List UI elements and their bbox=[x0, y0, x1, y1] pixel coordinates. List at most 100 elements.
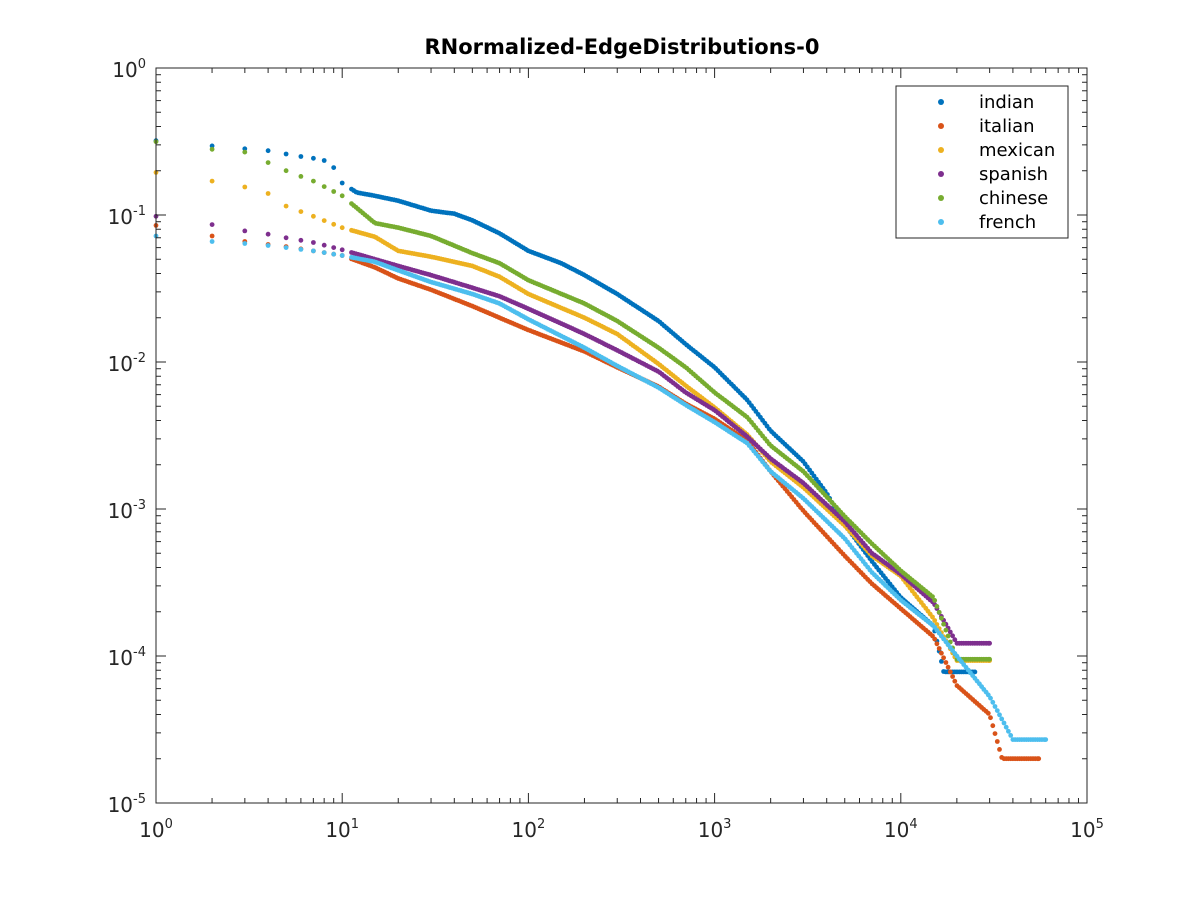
x-tick-base: 10 bbox=[325, 818, 350, 842]
data-point bbox=[265, 160, 271, 166]
data-point bbox=[331, 165, 337, 171]
data-point bbox=[990, 723, 996, 729]
data-point bbox=[943, 660, 949, 665]
x-tick-exponent: 3 bbox=[723, 817, 731, 832]
data-point bbox=[283, 203, 289, 209]
data-point bbox=[950, 633, 955, 639]
y-tick-exponent: -5 bbox=[133, 792, 146, 807]
data-point bbox=[988, 715, 993, 721]
data-point bbox=[242, 184, 248, 190]
data-point bbox=[932, 618, 938, 623]
data-point bbox=[209, 178, 215, 184]
data-point bbox=[943, 627, 949, 633]
legend-item-chinese: chinese bbox=[938, 188, 1048, 209]
x-tick-base: 10 bbox=[139, 818, 164, 842]
tick-layer: 100 101 102 103 104 10510010-110-210-310-410-… bbox=[108, 57, 1104, 842]
data-point bbox=[298, 247, 304, 252]
data-point bbox=[939, 650, 944, 656]
y-tick-base: 10 bbox=[108, 205, 133, 229]
x-tick-exponent: 2 bbox=[537, 817, 545, 832]
data-point bbox=[209, 239, 215, 244]
data-point bbox=[972, 669, 978, 675]
data-point bbox=[321, 242, 327, 248]
data-point bbox=[298, 154, 304, 159]
data-point bbox=[934, 641, 940, 647]
legend-label: mexican bbox=[979, 140, 1055, 161]
x-tick-label: 102 bbox=[512, 817, 546, 842]
plot-frame bbox=[155, 67, 1088, 804]
data-point bbox=[321, 184, 327, 190]
x-tick-base: 10 bbox=[1070, 818, 1095, 842]
data-point bbox=[932, 636, 938, 642]
data-point bbox=[994, 708, 1000, 713]
x-tick-exponent: 4 bbox=[909, 817, 917, 832]
x-tick-base: 10 bbox=[698, 818, 723, 842]
data-point bbox=[311, 248, 316, 254]
data-point bbox=[265, 231, 271, 237]
data-point bbox=[952, 678, 958, 684]
data-point bbox=[930, 614, 935, 620]
data-point bbox=[987, 656, 992, 662]
data-point bbox=[311, 155, 316, 161]
y-tick-exponent: -4 bbox=[133, 645, 146, 660]
data-point bbox=[997, 712, 1002, 718]
data-point bbox=[1036, 756, 1042, 762]
data-point bbox=[283, 235, 289, 241]
data-point bbox=[242, 228, 248, 234]
legend-item-italian: italian bbox=[938, 116, 1035, 137]
data-point bbox=[990, 699, 996, 705]
data-point bbox=[930, 594, 935, 599]
data-point bbox=[242, 241, 248, 246]
data-point bbox=[339, 193, 345, 199]
data-point bbox=[311, 178, 316, 184]
legend-marker bbox=[938, 195, 944, 201]
data-point bbox=[1006, 728, 1011, 734]
series-chinese bbox=[153, 139, 992, 662]
y-tick-label: 100 bbox=[112, 57, 146, 82]
series-french bbox=[153, 233, 1049, 742]
legend-item-mexican: mexican bbox=[938, 140, 1055, 161]
x-tick-exponent: 1 bbox=[351, 817, 359, 832]
x-tick-label: 101 bbox=[325, 817, 359, 842]
data-point bbox=[992, 704, 998, 709]
data-point bbox=[209, 222, 215, 228]
legend-marker bbox=[938, 171, 944, 177]
data-point bbox=[947, 629, 953, 635]
data-point bbox=[331, 221, 337, 227]
x-tick-base: 10 bbox=[884, 818, 909, 842]
data-point bbox=[209, 143, 215, 149]
legend-marker bbox=[938, 219, 944, 225]
data-point bbox=[339, 180, 345, 186]
y-tick-label: 10-4 bbox=[108, 645, 146, 670]
x-tick-exponent: 0 bbox=[165, 817, 173, 832]
legend-item-spanish: spanish bbox=[938, 164, 1048, 185]
legend-marker bbox=[938, 99, 944, 105]
data-point bbox=[311, 240, 316, 245]
y-tick-label: 10-3 bbox=[108, 498, 146, 523]
data-point bbox=[331, 189, 337, 194]
data-point bbox=[209, 233, 215, 239]
data-point bbox=[939, 659, 944, 664]
x-tick-label: 104 bbox=[884, 817, 918, 842]
data-layer bbox=[153, 138, 1049, 762]
data-point bbox=[265, 148, 271, 154]
data-point bbox=[952, 637, 958, 643]
y-tick-label: 10-1 bbox=[108, 204, 146, 229]
data-point bbox=[999, 716, 1005, 722]
y-tick-base: 10 bbox=[108, 646, 133, 670]
data-point bbox=[985, 710, 991, 716]
data-point bbox=[339, 253, 345, 258]
data-point bbox=[209, 146, 215, 152]
data-point bbox=[936, 646, 942, 651]
legend-label: italian bbox=[979, 116, 1035, 137]
data-point bbox=[936, 609, 942, 615]
legend-marker bbox=[938, 147, 944, 153]
legend-item-french: french bbox=[938, 212, 1036, 233]
data-point bbox=[321, 158, 327, 163]
data-point bbox=[988, 695, 993, 701]
data-point bbox=[939, 615, 944, 621]
data-point bbox=[265, 243, 271, 248]
data-point bbox=[945, 664, 951, 670]
legend-label: chinese bbox=[979, 188, 1048, 209]
